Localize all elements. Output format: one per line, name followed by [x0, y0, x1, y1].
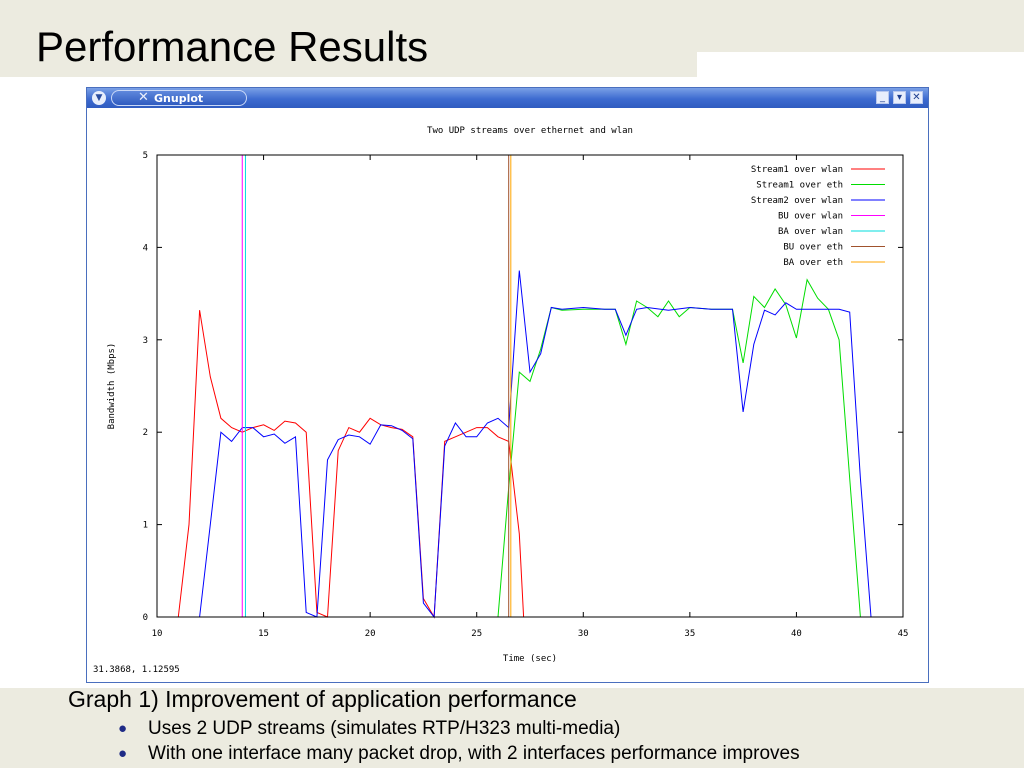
x-tick-label: 10 — [152, 629, 163, 639]
bullet-text: Uses 2 UDP streams (simulates RTP/H323 m… — [148, 718, 621, 739]
app-name: Gnuplot — [154, 92, 204, 105]
x-tick-label: 15 — [258, 629, 269, 639]
x11-logo-icon: ✕ — [138, 90, 149, 105]
minimize-icon[interactable]: _ — [876, 91, 889, 104]
y-tick-label: 4 — [143, 243, 148, 253]
legend-label: Stream1 over eth — [756, 181, 843, 191]
bullet-item: ● Uses 2 UDP streams (simulates RTP/H323 … — [118, 716, 800, 741]
bullet-icon: ● — [118, 720, 128, 737]
bullet-text: With one interface many packet drop, wit… — [148, 743, 800, 764]
slide-title-band — [0, 52, 697, 77]
bullet-item: ● With one interface many packet drop, wi… — [118, 741, 800, 766]
chevron-down-icon[interactable]: ▼ — [92, 91, 106, 105]
series-stream1-over-wlan-line — [177, 310, 525, 619]
slide-title: Performance Results — [36, 23, 429, 70]
series-stream1-over-eth-line — [497, 278, 861, 618]
y-tick-label: 0 — [143, 613, 148, 623]
x-tick-label: 45 — [898, 629, 909, 639]
x-axis-label: Time (sec) — [503, 654, 557, 664]
slide-footer-band — [0, 688, 1024, 768]
legend-label: BA over eth — [783, 258, 843, 268]
series-stream2-over-wlan-line — [199, 270, 872, 619]
gnuplot-window: ▼ ✕ Gnuplot _ ▾ ✕ Two UDP streams over e… — [86, 87, 929, 683]
plot-frame — [156, 154, 904, 618]
graph-caption: Graph 1) Improvement of application perf… — [68, 686, 577, 712]
legend-label: Stream1 over wlan — [751, 165, 843, 175]
taskbar-app-button[interactable]: ✕ Gnuplot — [111, 90, 247, 106]
window-titlebar[interactable]: ▼ ✕ Gnuplot _ ▾ ✕ — [87, 88, 928, 108]
restore-icon[interactable]: ▾ — [893, 91, 906, 104]
y-axis-label: Bandwidth (Mbps) — [107, 343, 117, 430]
y-tick-label: 2 — [143, 428, 148, 438]
slide-header-band — [0, 0, 1024, 52]
x-tick-label: 30 — [578, 629, 589, 639]
y-tick-label: 3 — [143, 336, 148, 346]
chart-title: Two UDP streams over ethernet and wlan — [427, 126, 633, 136]
x-tick-label: 40 — [791, 629, 802, 639]
x-tick-label: 20 — [365, 629, 376, 639]
close-icon[interactable]: ✕ — [910, 91, 923, 104]
legend-label: BU over wlan — [778, 212, 843, 222]
bullet-icon: ● — [118, 745, 128, 762]
y-tick-label: 1 — [143, 521, 148, 531]
gnuplot-chart[interactable]: Two UDP streams over ethernet and wlan T… — [88, 108, 927, 664]
x-tick-label: 25 — [471, 629, 482, 639]
x-tick-label: 35 — [684, 629, 695, 639]
legend-label: BU over eth — [783, 243, 843, 253]
coordinate-readout: 31.3868, 1.12595 — [93, 665, 180, 675]
y-tick-label: 5 — [143, 151, 148, 161]
legend-label: BA over wlan — [778, 227, 843, 237]
legend-label: Stream2 over wlan — [751, 196, 843, 206]
bullet-list: ● Uses 2 UDP streams (simulates RTP/H323 … — [118, 716, 800, 766]
